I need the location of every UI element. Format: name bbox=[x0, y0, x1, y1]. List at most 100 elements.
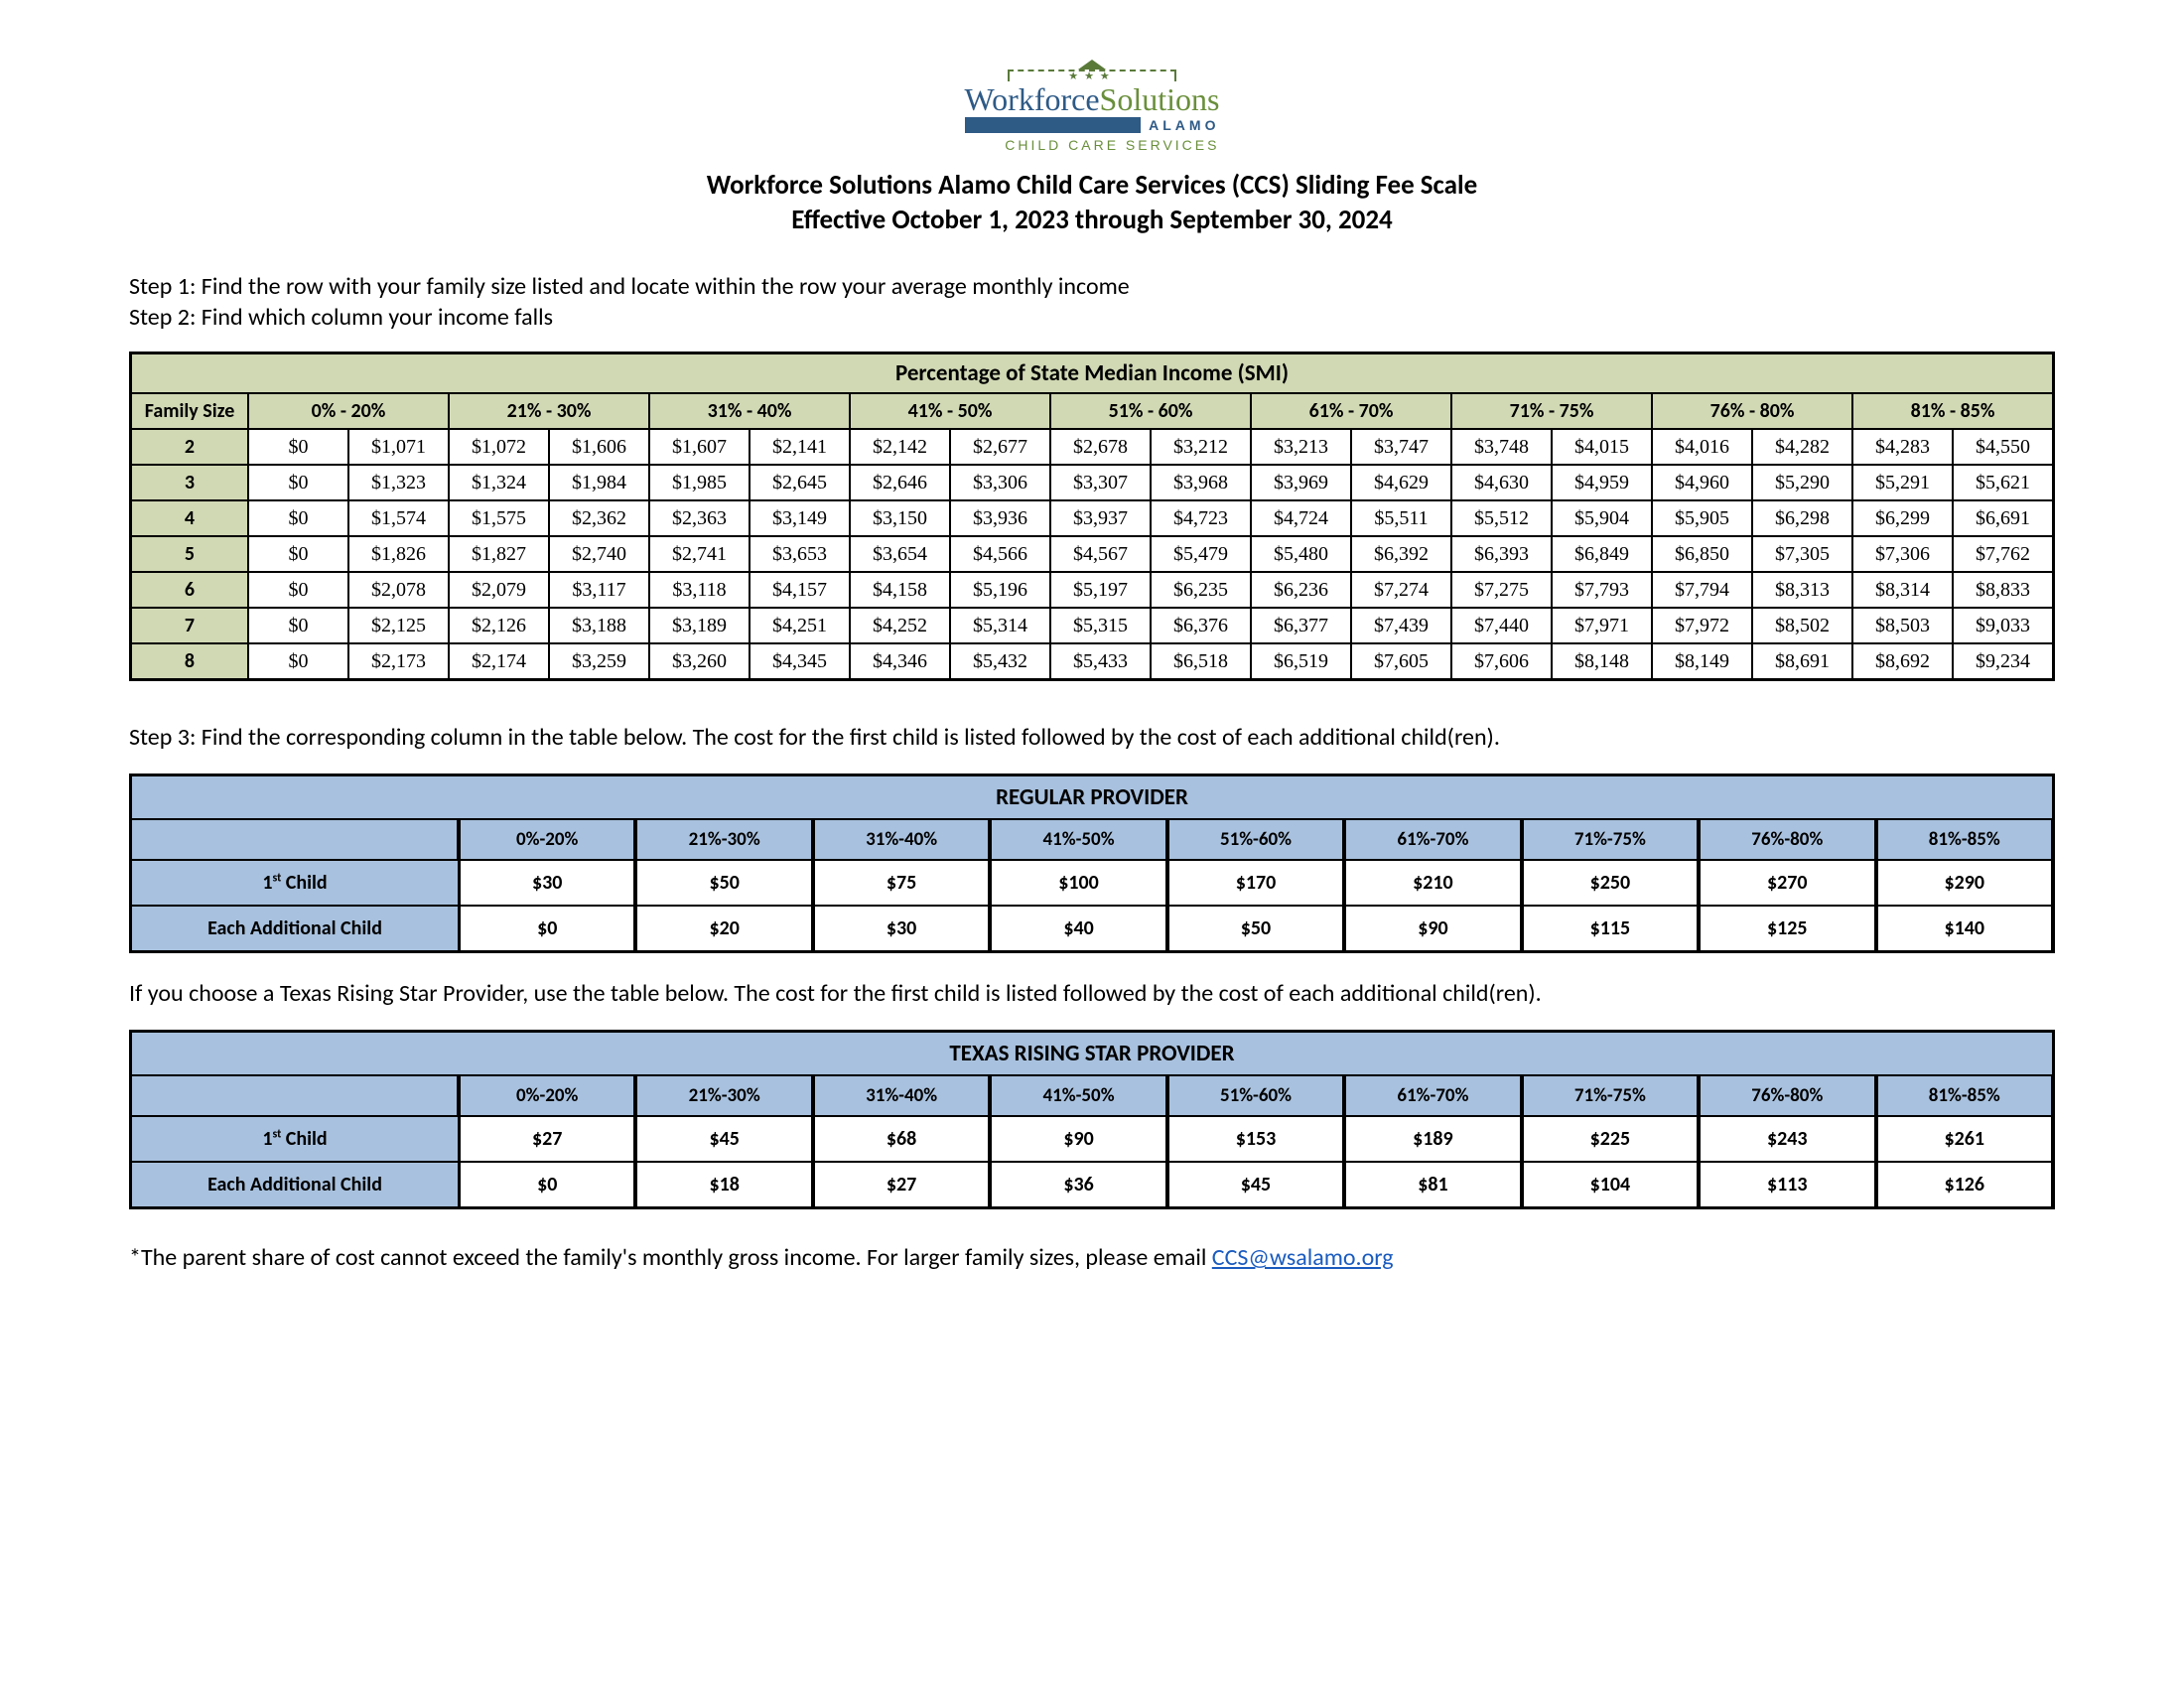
smi-bracket-header: 71% - 75% bbox=[1451, 393, 1652, 429]
smi-value: $2,678 bbox=[1050, 429, 1151, 465]
smi-value: $5,511 bbox=[1351, 500, 1451, 536]
smi-value: $0 bbox=[248, 465, 348, 500]
smi-value: $1,607 bbox=[649, 429, 750, 465]
smi-title: Percentage of State Median Income (SMI) bbox=[131, 353, 2053, 393]
smi-value: $2,142 bbox=[850, 429, 950, 465]
smi-bracket-header: 76% - 80% bbox=[1652, 393, 1852, 429]
provider-value: $100 bbox=[990, 860, 1166, 906]
logo: ★★★ WorkforceSolutions ALAMO CHILD CARE … bbox=[129, 60, 2055, 155]
provider-bracket-header: 61%-70% bbox=[1344, 819, 1521, 860]
provider-bracket-header: 31%-40% bbox=[813, 819, 990, 860]
provider-bracket-header: 76%-80% bbox=[1699, 819, 1875, 860]
logo-alamo: ALAMO bbox=[1149, 117, 1219, 133]
smi-value: $3,968 bbox=[1151, 465, 1251, 500]
provider-value: $27 bbox=[813, 1162, 990, 1207]
provider-bracket-header: 51%-60% bbox=[1167, 819, 1344, 860]
smi-bracket-header: 0% - 20% bbox=[248, 393, 449, 429]
provider-bracket-header: 0%-20% bbox=[459, 1075, 635, 1116]
smi-value: $2,173 bbox=[348, 643, 449, 679]
smi-value: $3,969 bbox=[1251, 465, 1351, 500]
provider-bracket-header: 51%-60% bbox=[1167, 1075, 1344, 1116]
smi-value: $4,251 bbox=[750, 608, 850, 643]
smi-value: $7,274 bbox=[1351, 572, 1451, 608]
smi-bracket-header: 41% - 50% bbox=[850, 393, 1050, 429]
smi-value: $5,621 bbox=[1953, 465, 2053, 500]
smi-value: $5,479 bbox=[1151, 536, 1251, 572]
smi-value: $8,313 bbox=[1752, 572, 1852, 608]
smi-value: $1,606 bbox=[549, 429, 649, 465]
smi-value: $2,078 bbox=[348, 572, 449, 608]
smi-value: $2,677 bbox=[950, 429, 1050, 465]
provider-first-child-label: 1st Child bbox=[131, 860, 459, 906]
smi-value: $6,235 bbox=[1151, 572, 1251, 608]
smi-value: $7,275 bbox=[1451, 572, 1552, 608]
provider-value: $115 bbox=[1522, 906, 1699, 951]
smi-value: $3,936 bbox=[950, 500, 1050, 536]
smi-value: $7,794 bbox=[1652, 572, 1752, 608]
smi-value: $4,345 bbox=[750, 643, 850, 679]
provider-bracket-header: 31%-40% bbox=[813, 1075, 990, 1116]
smi-value: $7,762 bbox=[1953, 536, 2053, 572]
smi-value: $8,148 bbox=[1552, 643, 1652, 679]
smi-value: $1,985 bbox=[649, 465, 750, 500]
provider-value: $126 bbox=[1876, 1162, 2054, 1207]
step-1: Step 1: Find the row with your family si… bbox=[129, 272, 2055, 301]
provider-value: $113 bbox=[1699, 1162, 1875, 1207]
smi-value: $9,033 bbox=[1953, 608, 2053, 643]
smi-value: $5,315 bbox=[1050, 608, 1151, 643]
smi-value: $4,252 bbox=[850, 608, 950, 643]
smi-value: $5,480 bbox=[1251, 536, 1351, 572]
smi-value: $7,971 bbox=[1552, 608, 1652, 643]
smi-value: $1,575 bbox=[449, 500, 549, 536]
smi-value: $4,566 bbox=[950, 536, 1050, 572]
provider-value: $0 bbox=[459, 906, 635, 951]
smi-value: $6,236 bbox=[1251, 572, 1351, 608]
smi-family-size: 7 bbox=[131, 608, 248, 643]
smi-family-size: 8 bbox=[131, 643, 248, 679]
smi-value: $6,392 bbox=[1351, 536, 1451, 572]
smi-value: $2,646 bbox=[850, 465, 950, 500]
smi-value: $3,307 bbox=[1050, 465, 1151, 500]
provider-value: $125 bbox=[1699, 906, 1875, 951]
provider-value: $90 bbox=[990, 1116, 1166, 1162]
smi-value: $4,723 bbox=[1151, 500, 1251, 536]
smi-value: $2,645 bbox=[750, 465, 850, 500]
provider-value: $140 bbox=[1876, 906, 2054, 951]
page: ★★★ WorkforceSolutions ALAMO CHILD CARE … bbox=[0, 0, 2184, 1312]
smi-value: $6,376 bbox=[1151, 608, 1251, 643]
smi-value: $1,071 bbox=[348, 429, 449, 465]
smi-value: $4,157 bbox=[750, 572, 850, 608]
smi-value: $1,324 bbox=[449, 465, 549, 500]
smi-value: $7,306 bbox=[1852, 536, 1953, 572]
smi-value: $5,197 bbox=[1050, 572, 1151, 608]
provider-value: $50 bbox=[1167, 906, 1344, 951]
smi-value: $2,079 bbox=[449, 572, 549, 608]
smi-family-size: 5 bbox=[131, 536, 248, 572]
smi-value: $3,937 bbox=[1050, 500, 1151, 536]
smi-value: $4,283 bbox=[1852, 429, 1953, 465]
smi-value: $5,904 bbox=[1552, 500, 1652, 536]
smi-value: $6,299 bbox=[1852, 500, 1953, 536]
provider-bracket-header: 71%-75% bbox=[1522, 1075, 1699, 1116]
provider-value: $27 bbox=[459, 1116, 635, 1162]
steps-12: Step 1: Find the row with your family si… bbox=[129, 272, 2055, 332]
smi-family-size: 4 bbox=[131, 500, 248, 536]
smi-value: $8,503 bbox=[1852, 608, 1953, 643]
provider-value: $45 bbox=[1167, 1162, 1344, 1207]
provider-value: $104 bbox=[1522, 1162, 1699, 1207]
smi-value: $2,363 bbox=[649, 500, 750, 536]
provider-value: $50 bbox=[635, 860, 812, 906]
smi-value: $0 bbox=[248, 572, 348, 608]
smi-value: $4,550 bbox=[1953, 429, 2053, 465]
smi-value: $3,213 bbox=[1251, 429, 1351, 465]
provider-blank-header bbox=[131, 1075, 459, 1116]
footnote-email-link[interactable]: CCS@wsalamo.org bbox=[1212, 1243, 1394, 1272]
provider-value: $153 bbox=[1167, 1116, 1344, 1162]
provider-blank-header bbox=[131, 819, 459, 860]
logo-wordmark: WorkforceSolutions bbox=[965, 83, 1220, 115]
smi-value: $3,748 bbox=[1451, 429, 1552, 465]
smi-value: $4,016 bbox=[1652, 429, 1752, 465]
smi-value: $1,827 bbox=[449, 536, 549, 572]
smi-value: $2,362 bbox=[549, 500, 649, 536]
smi-family-size: 2 bbox=[131, 429, 248, 465]
